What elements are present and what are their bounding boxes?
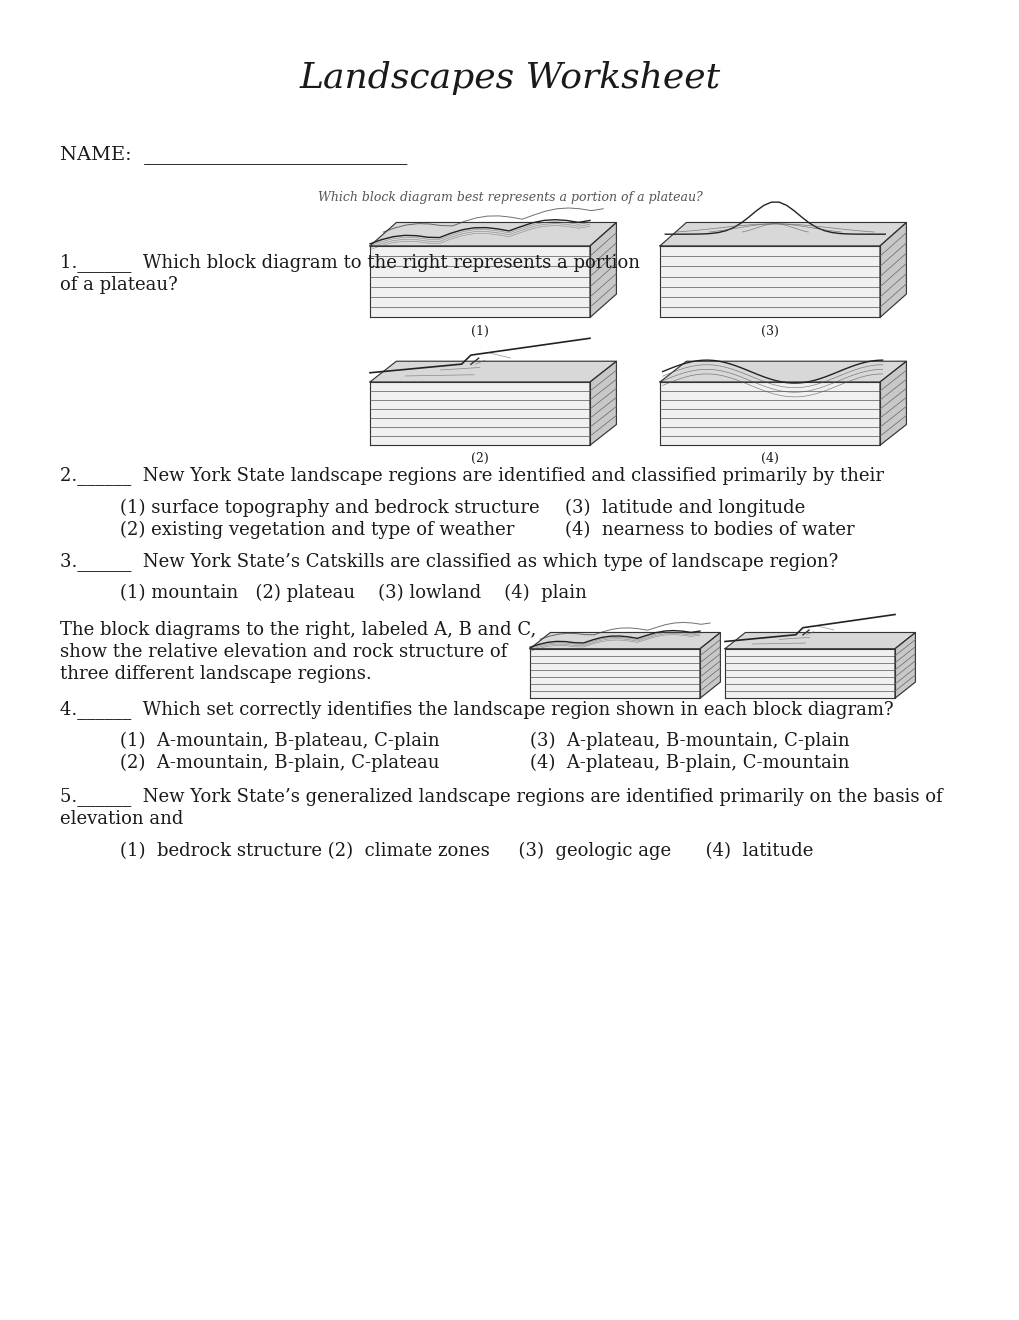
Text: (2): (2) <box>471 451 488 465</box>
Text: 2.______  New York State landscape regions are identified and classified primari: 2.______ New York State landscape region… <box>60 466 883 486</box>
Text: (1)  bedrock structure (2)  climate zones     (3)  geologic age      (4)  latitu: (1) bedrock structure (2) climate zones … <box>120 842 812 861</box>
Polygon shape <box>530 648 699 698</box>
Polygon shape <box>370 223 615 246</box>
Polygon shape <box>725 632 914 648</box>
Text: (2)  A-mountain, B-plain, C-plateau: (2) A-mountain, B-plain, C-plateau <box>120 754 439 772</box>
Text: three different landscape regions.: three different landscape regions. <box>60 665 371 682</box>
Text: 5.______  New York State’s generalized landscape regions are identified primaril: 5.______ New York State’s generalized la… <box>60 788 942 807</box>
Polygon shape <box>659 223 906 246</box>
Text: (3)  A-plateau, B-mountain, C-plain: (3) A-plateau, B-mountain, C-plain <box>530 731 849 750</box>
Text: 1.______  Which block diagram to the right represents a portion: 1.______ Which block diagram to the righ… <box>60 253 639 272</box>
Text: (1): (1) <box>471 325 488 338</box>
Polygon shape <box>879 223 906 317</box>
Text: (1)  A-mountain, B-plateau, C-plain: (1) A-mountain, B-plateau, C-plain <box>120 731 439 750</box>
Polygon shape <box>530 632 719 648</box>
Text: (3)  latitude and longitude: (3) latitude and longitude <box>565 499 804 517</box>
Polygon shape <box>589 362 615 445</box>
Text: 4.______  Which set correctly identifies the landscape region shown in each bloc: 4.______ Which set correctly identifies … <box>60 701 893 719</box>
Text: (4)  A-plateau, B-plain, C-mountain: (4) A-plateau, B-plain, C-mountain <box>530 754 849 772</box>
Polygon shape <box>370 381 589 445</box>
Text: show the relative elevation and rock structure of: show the relative elevation and rock str… <box>60 643 506 661</box>
Text: elevation and: elevation and <box>60 810 183 828</box>
Polygon shape <box>699 632 719 698</box>
Text: Which block diagram best represents a portion of a plateau?: Which block diagram best represents a po… <box>317 191 702 205</box>
Text: NAME:  ___________________________: NAME: ___________________________ <box>60 145 407 165</box>
Polygon shape <box>894 632 914 698</box>
Polygon shape <box>659 381 879 445</box>
Text: of a plateau?: of a plateau? <box>60 276 177 294</box>
Text: The block diagrams to the right, labeled A, B and C,: The block diagrams to the right, labeled… <box>60 620 536 639</box>
Text: Landscapes Worksheet: Landscapes Worksheet <box>300 61 719 95</box>
Polygon shape <box>879 362 906 445</box>
Text: (1) mountain   (2) plateau    (3) lowland    (4)  plain: (1) mountain (2) plateau (3) lowland (4)… <box>120 583 586 602</box>
Text: (4)  nearness to bodies of water: (4) nearness to bodies of water <box>565 521 854 539</box>
Polygon shape <box>370 246 589 317</box>
Polygon shape <box>370 362 615 381</box>
Text: 3.______  New York State’s Catskills are classified as which type of landscape r: 3.______ New York State’s Catskills are … <box>60 553 838 572</box>
Polygon shape <box>659 362 906 381</box>
Text: (1) surface topography and bedrock structure: (1) surface topography and bedrock struc… <box>120 499 539 517</box>
Polygon shape <box>725 648 894 698</box>
Polygon shape <box>659 246 879 317</box>
Text: (2) existing vegetation and type of weather: (2) existing vegetation and type of weat… <box>120 521 514 539</box>
Polygon shape <box>589 223 615 317</box>
Text: (4): (4) <box>760 451 779 465</box>
Text: (3): (3) <box>760 325 779 338</box>
